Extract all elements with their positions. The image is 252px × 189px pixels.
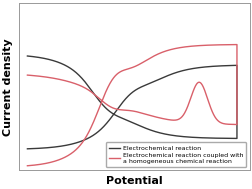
Electrochemical reaction coupled with
a homogeneous chemical reaction [235,43,238,46]
Electrochemical reaction coupled with
a homogeneous chemical reaction [155,116,158,119]
Electrochemical reaction coupled with
a homogeneous chemical reaction [230,123,233,125]
Electrochemical reaction [26,148,29,150]
Electrochemical reaction [156,131,159,133]
Electrochemical reaction coupled with
a homogeneous chemical reaction [215,44,218,46]
Electrochemical reaction coupled with
a homogeneous chemical reaction [101,99,104,101]
Electrochemical reaction [53,60,56,62]
Electrochemical reaction [215,65,218,67]
Electrochemical reaction coupled with
a homogeneous chemical reaction [52,77,55,80]
Y-axis label: Current density: Current density [4,38,13,136]
Electrochemical reaction [34,147,37,150]
Electrochemical reaction coupled with
a homogeneous chemical reaction [26,165,29,167]
Electrochemical reaction coupled with
a homogeneous chemical reaction [34,164,37,166]
Line: Electrochemical reaction: Electrochemical reaction [27,56,236,149]
Electrochemical reaction [230,137,233,139]
Legend: Electrochemical reaction, Electrochemical reaction coupled with
a homogeneous ch: Electrochemical reaction, Electrochemica… [106,142,245,167]
X-axis label: Potential: Potential [106,176,162,186]
Line: Electrochemical reaction coupled with
a homogeneous chemical reaction: Electrochemical reaction coupled with a … [27,45,236,166]
Electrochemical reaction [26,55,29,57]
Electrochemical reaction [101,127,104,129]
Electrochemical reaction coupled with
a homogeneous chemical reaction [26,74,29,76]
